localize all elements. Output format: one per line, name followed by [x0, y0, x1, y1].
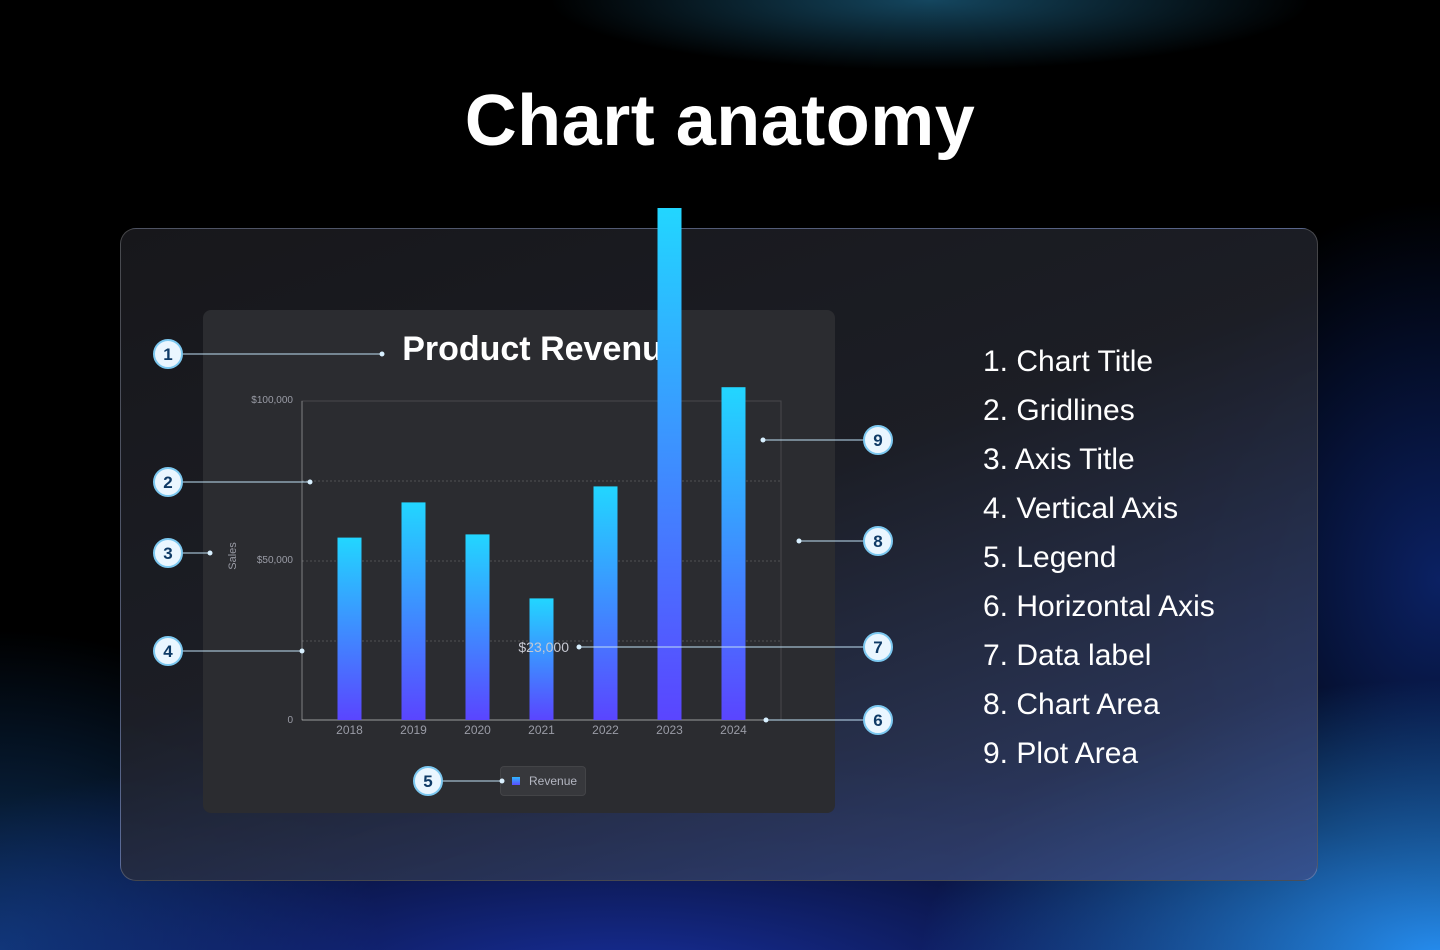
badge-2-label: 2: [163, 473, 172, 492]
bar-2020: [465, 534, 490, 720]
badge-2: 2: [153, 467, 183, 497]
badge-7: 7: [863, 632, 893, 662]
y-tick-label: $100,000: [251, 395, 293, 406]
y-tick-label: $50,000: [257, 555, 294, 566]
y-tick-label: 0: [287, 715, 293, 726]
callout-dot-5: [499, 778, 505, 784]
callout-dot-9: [760, 437, 766, 443]
callout-dot-3: [207, 550, 213, 556]
badge-5: 5: [413, 766, 443, 796]
badge-6: 6: [863, 705, 893, 735]
y-axis-title: Sales: [227, 542, 239, 570]
annotation-list: 1. Chart Title 2. Gridlines 3. Axis Titl…: [983, 337, 1215, 778]
annotation-item: 8. Chart Area: [983, 688, 1160, 721]
annotation-item: 5. Legend: [983, 541, 1117, 574]
x-tick-label: 2020: [464, 723, 491, 737]
callout-dot-8: [796, 538, 802, 544]
annotation-item: 2. Gridlines: [983, 394, 1135, 427]
x-tick-label: 2022: [592, 723, 619, 737]
bars-group: 2018 2019 2020 2021 2022 2023 2024: [336, 208, 747, 737]
annotation-item: 1. Chart Title: [983, 345, 1154, 378]
badge-3: 3: [153, 538, 183, 568]
x-tick-label: 2021: [528, 723, 555, 737]
callout-dot-7: [576, 644, 582, 650]
legend-swatch: [512, 777, 520, 785]
chart-legend: Revenue: [500, 766, 586, 796]
badge-7-label: 7: [873, 638, 882, 657]
badge-9-label: 9: [873, 431, 882, 450]
badge-8: 8: [863, 526, 893, 556]
badge-9: 9: [863, 425, 893, 455]
x-tick-label: 2023: [656, 723, 683, 737]
bar-2024: [721, 387, 746, 720]
badge-6-label: 6: [873, 711, 882, 730]
data-label: $23,000: [518, 639, 569, 655]
x-tick-label: 2019: [400, 723, 427, 737]
badge-1: 1: [153, 339, 183, 369]
annotation-item: 6. Horizontal Axis: [983, 590, 1215, 623]
annotation-item: 7. Data label: [983, 639, 1152, 672]
callout-dot-2: [307, 479, 313, 485]
x-tick-label: 2018: [336, 723, 363, 737]
callout-dot-4: [299, 648, 305, 654]
annotation-item: 4. Vertical Axis: [983, 492, 1179, 525]
bar-2019: [401, 502, 426, 720]
bar-2018: [337, 537, 362, 720]
badge-4-label: 4: [163, 642, 173, 661]
badge-4: 4: [153, 636, 183, 666]
annotation-item: 9. Plot Area: [983, 737, 1139, 770]
annotation-item: 3. Axis Title: [983, 443, 1135, 476]
page-title: Chart anatomy: [464, 81, 976, 161]
bar-2023: [657, 208, 682, 720]
legend-label: Revenue: [529, 774, 578, 788]
badge-3-label: 3: [163, 544, 172, 563]
badge-1-label: 1: [163, 345, 172, 364]
callout-dot-1: [379, 351, 385, 357]
chart-title: Product Revenue: [402, 330, 682, 368]
badge-5-label: 5: [423, 772, 432, 791]
bar-2022: [593, 486, 618, 720]
badge-8-label: 8: [873, 532, 882, 551]
callout-dot-6: [763, 717, 769, 723]
x-tick-label: 2024: [720, 723, 747, 737]
bar-2021: [529, 598, 554, 720]
